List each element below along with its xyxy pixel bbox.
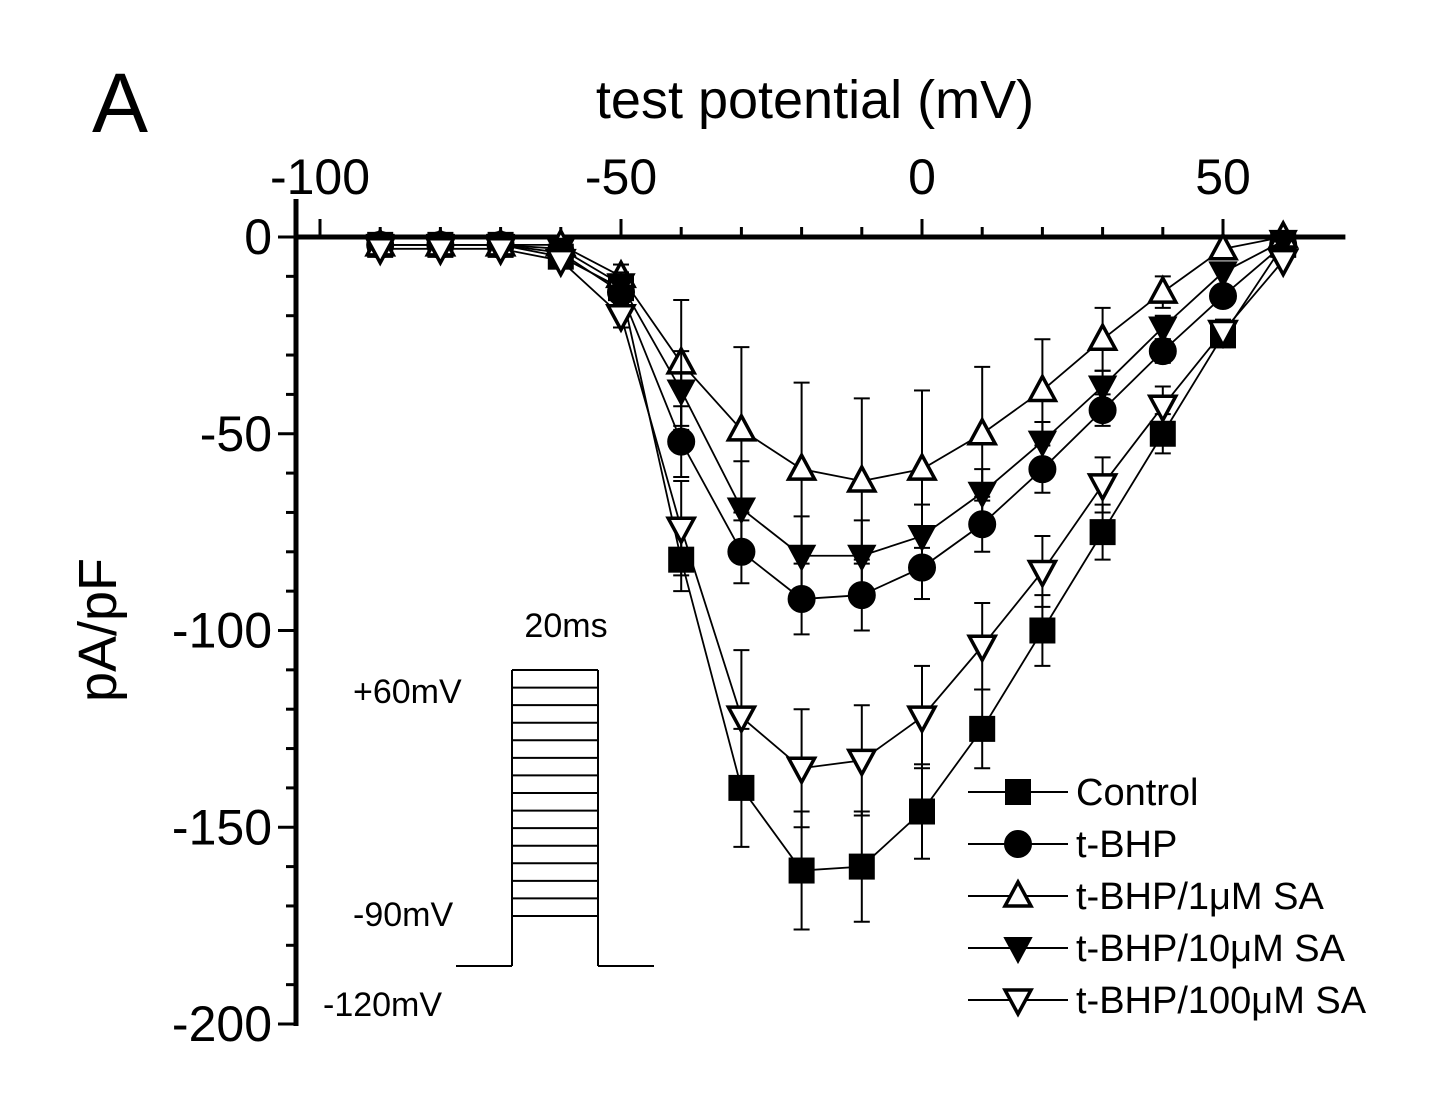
data-point	[1207, 319, 1239, 350]
inset-holding-label: -120mV	[323, 986, 442, 1024]
x-tick-label: 0	[908, 149, 936, 205]
data-point	[1026, 559, 1059, 590]
data-point	[1089, 519, 1116, 546]
data-point	[907, 525, 937, 553]
data-point	[788, 857, 815, 884]
data-point	[786, 544, 817, 572]
data-point	[1086, 473, 1119, 503]
legend-item-t-bhp-100-m-sa: t-BHP/100μM SA	[968, 980, 1367, 1022]
legend-item-t-bhp-1-m-sa: t-BHP/1μM SA	[968, 876, 1324, 918]
data-point	[906, 451, 938, 481]
legend-item-t-bhp-10-m-sa: t-BHP/10μM SA	[968, 928, 1346, 970]
data-point	[967, 481, 997, 509]
legend-item-t-bhp: t-BHP	[968, 824, 1177, 866]
data-point	[364, 237, 397, 267]
legend: Control t-BHP t-BHP/1μM SA t-BHP/10μM SA t-B…	[968, 772, 1367, 1022]
data-point	[667, 427, 696, 456]
data-point	[665, 516, 698, 546]
legend-marker	[1004, 830, 1032, 858]
data-point	[1268, 229, 1298, 258]
series-line	[380, 236, 1284, 482]
data-point	[909, 798, 935, 825]
data-point	[1146, 274, 1179, 304]
data-point	[785, 756, 818, 786]
data-point	[1208, 261, 1238, 289]
legend-marker	[1003, 937, 1033, 965]
x-tick-label: -50	[585, 149, 657, 205]
y-axis-ticks: 0 -50 -100 -150 -200	[172, 209, 296, 1052]
data-point	[725, 412, 758, 442]
inset-duration-label: 20ms	[524, 607, 607, 645]
y-axis-title: pA/pF	[68, 558, 128, 702]
legend-label: t-BHP	[1076, 824, 1177, 866]
legend-label: Control	[1076, 772, 1199, 814]
legend-label: t-BHP/1μM SA	[1076, 876, 1324, 918]
data-point	[1087, 375, 1118, 403]
data-point	[605, 303, 637, 334]
series-line	[380, 247, 1284, 770]
data-point	[1086, 321, 1119, 352]
data-point	[1029, 617, 1056, 644]
legend-label: t-BHP/10μM SA	[1076, 928, 1346, 970]
data-point	[726, 497, 757, 525]
data-point	[966, 634, 999, 664]
data-point	[969, 715, 996, 742]
data-point	[1207, 231, 1239, 261]
data-point	[1146, 394, 1179, 424]
data-point	[966, 416, 999, 446]
series-t-bhp-100-m-sa	[364, 237, 1300, 829]
data-point	[606, 273, 636, 301]
data-point	[1026, 372, 1059, 403]
series-line	[380, 243, 1284, 600]
y-tick-label: 0	[244, 209, 272, 265]
series-line	[380, 240, 1284, 557]
y-tick-label: -50	[200, 406, 272, 462]
x-axis-ticks: -100 -50 0 50	[270, 149, 1285, 237]
data-point	[666, 379, 696, 407]
data-point	[848, 853, 875, 880]
data-point	[847, 544, 877, 572]
x-tick-label: -100	[270, 149, 370, 205]
data-point	[906, 705, 938, 735]
series-line	[380, 243, 1284, 872]
y-tick-label: -200	[172, 996, 272, 1052]
data-point	[1148, 316, 1178, 344]
y-tick-label: -100	[172, 603, 272, 659]
data-point	[845, 463, 878, 493]
legend-label: t-BHP/100μM SA	[1076, 980, 1367, 1022]
panel-label: A	[92, 56, 148, 150]
data-point	[544, 248, 577, 279]
inset-start-label: -90mV	[353, 896, 453, 934]
data-point	[484, 237, 517, 267]
x-axis-title: test potential (mV)	[596, 70, 1034, 130]
legend-item-control: Control	[968, 772, 1199, 814]
data-point	[785, 451, 818, 481]
axes	[293, 199, 1346, 1026]
legend-marker	[1002, 878, 1034, 908]
data-point	[424, 237, 457, 267]
y-tick-label: -150	[172, 799, 272, 855]
data-point	[1027, 430, 1058, 458]
x-tick-label: 50	[1195, 149, 1251, 205]
legend-marker	[1005, 779, 1031, 805]
data-series	[364, 219, 1300, 931]
voltage-protocol-inset: 20ms +60mV -90mV -120mV	[323, 607, 654, 1024]
data-point	[845, 748, 878, 779]
inset-top-label: +60mV	[353, 673, 462, 711]
legend-marker	[1002, 988, 1034, 1018]
data-point	[725, 705, 758, 735]
series-t-bhp-1-m-sa	[364, 219, 1300, 565]
data-point	[1267, 248, 1300, 279]
